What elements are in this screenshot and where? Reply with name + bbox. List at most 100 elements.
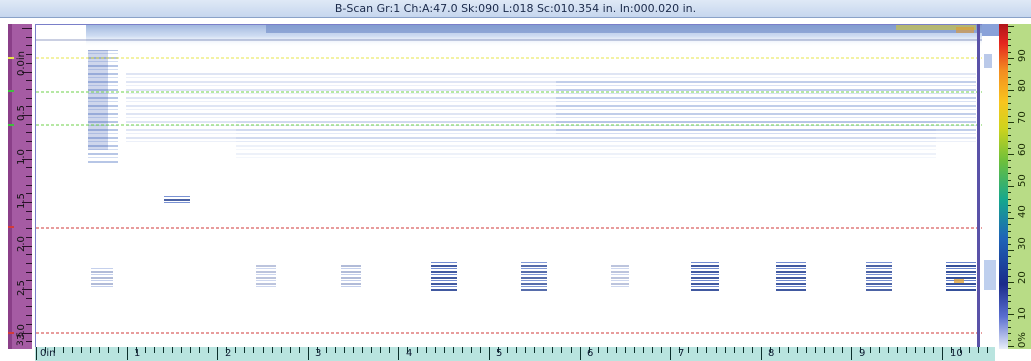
ruler-tick	[180, 347, 182, 353]
ruler-tick	[325, 347, 327, 353]
ruler-tick	[778, 347, 780, 353]
scale-tick	[1008, 45, 1011, 47]
green-cursor-marker[interactable]	[8, 90, 14, 92]
ruler-tick	[932, 347, 934, 353]
ruler-tick	[26, 297, 32, 299]
ruler-tick	[72, 347, 74, 353]
ruler-tick	[769, 347, 771, 353]
ruler-tick	[26, 280, 32, 282]
scale-tick	[1008, 147, 1011, 149]
ruler-tick	[26, 132, 32, 134]
scale-tick	[1008, 58, 1014, 59]
scale-tick	[1008, 128, 1011, 130]
ruler-tick	[416, 347, 418, 353]
yellow-cursor-marker[interactable]	[8, 57, 14, 59]
scale-tick	[1008, 102, 1011, 104]
ruler-tick	[824, 347, 826, 353]
ruler-tick	[22, 158, 32, 160]
ascan-trace	[982, 24, 999, 290]
horizontal-ruler-label: 8	[768, 348, 775, 359]
ruler-tick	[425, 347, 427, 353]
ruler-tick	[896, 347, 898, 353]
scale-tick	[1008, 134, 1011, 136]
horizontal-ruler-label: 0in	[40, 348, 56, 359]
horizontal-ruler[interactable]: 0in 1 2 3 4 5 6 7 8 9 10	[35, 347, 995, 361]
near-field-echoes	[88, 50, 118, 165]
ruler-tick	[26, 106, 32, 108]
ruler-tick	[353, 347, 355, 353]
ruler-tick	[22, 332, 32, 334]
ruler-tick	[516, 347, 518, 353]
ruler-tick	[26, 175, 32, 177]
scale-tick	[1008, 346, 1014, 347]
color-scale-bar	[999, 24, 1008, 349]
ruler-tick	[661, 347, 663, 353]
scale-tick	[1008, 173, 1011, 175]
color-scale-label: 30	[1017, 237, 1028, 250]
ruler-tick	[615, 347, 617, 353]
green-cursor-marker[interactable]	[8, 124, 14, 126]
scale-tick	[1008, 250, 1014, 251]
ruler-tick	[22, 289, 32, 290]
ruler-tick	[199, 347, 201, 353]
bscan-image[interactable]	[35, 24, 984, 348]
scale-tick	[1008, 96, 1011, 98]
ruler-tick	[54, 347, 56, 353]
ruler-tick	[860, 347, 862, 353]
ruler-tick	[887, 347, 889, 353]
color-scale-label: 70	[1017, 111, 1028, 124]
scale-tick	[1008, 77, 1011, 79]
vertical-ruler[interactable]: 0.0in 0.5 1.0 1.5 2.0 2.5 3.0 3.5	[8, 24, 32, 349]
ruler-tick	[26, 123, 32, 125]
ruler-tick	[851, 347, 853, 360]
ruler-tick	[22, 245, 32, 247]
horizontal-ruler-label: 1	[134, 348, 141, 359]
ruler-tick	[371, 347, 373, 353]
color-scale-label: 80	[1017, 79, 1028, 92]
scale-tick	[1008, 166, 1011, 168]
near-field-echoes	[88, 50, 108, 150]
ruler-tick	[552, 347, 554, 353]
horizontal-ruler-label: 4	[406, 348, 413, 359]
color-scale-label: 90	[1017, 49, 1028, 62]
ruler-tick	[624, 347, 626, 353]
ascan-strip[interactable]	[982, 24, 999, 349]
ruler-tick	[26, 80, 32, 82]
scale-tick	[1008, 141, 1011, 143]
red-cursor-marker[interactable]	[8, 332, 14, 334]
ruler-tick	[461, 347, 463, 353]
ruler-tick	[525, 347, 527, 353]
ruler-tick	[362, 347, 364, 353]
ruler-tick	[26, 228, 32, 230]
scale-tick	[1008, 51, 1011, 53]
ruler-tick	[688, 347, 690, 353]
ruler-tick	[344, 347, 346, 353]
ruler-tick	[117, 347, 119, 353]
bscan-canvas	[36, 25, 983, 334]
red-cursor-marker[interactable]	[8, 226, 14, 228]
ruler-tick	[606, 347, 608, 353]
ruler-tick	[26, 262, 32, 264]
ruler-tick	[443, 347, 445, 353]
ruler-tick	[452, 347, 454, 353]
scale-tick	[1008, 198, 1011, 200]
reflector-indication	[164, 195, 190, 205]
ruler-tick	[833, 347, 835, 353]
ruler-tick	[960, 347, 962, 353]
ruler-tick	[543, 347, 545, 353]
ruler-tick	[26, 193, 32, 195]
scale-tick	[1008, 230, 1011, 232]
scale-tick	[1008, 288, 1011, 290]
ruler-tick	[706, 347, 708, 353]
ruler-tick	[262, 347, 264, 353]
ruler-tick	[507, 347, 509, 353]
ruler-tick	[22, 202, 32, 203]
ruler-tick	[126, 347, 128, 360]
ruler-tick	[26, 167, 32, 169]
ruler-tick	[978, 347, 980, 353]
scale-tick	[1008, 70, 1011, 72]
scale-tick	[1008, 122, 1014, 123]
ruler-tick	[489, 347, 490, 360]
ruler-tick	[26, 97, 32, 99]
ruler-tick	[389, 347, 391, 353]
